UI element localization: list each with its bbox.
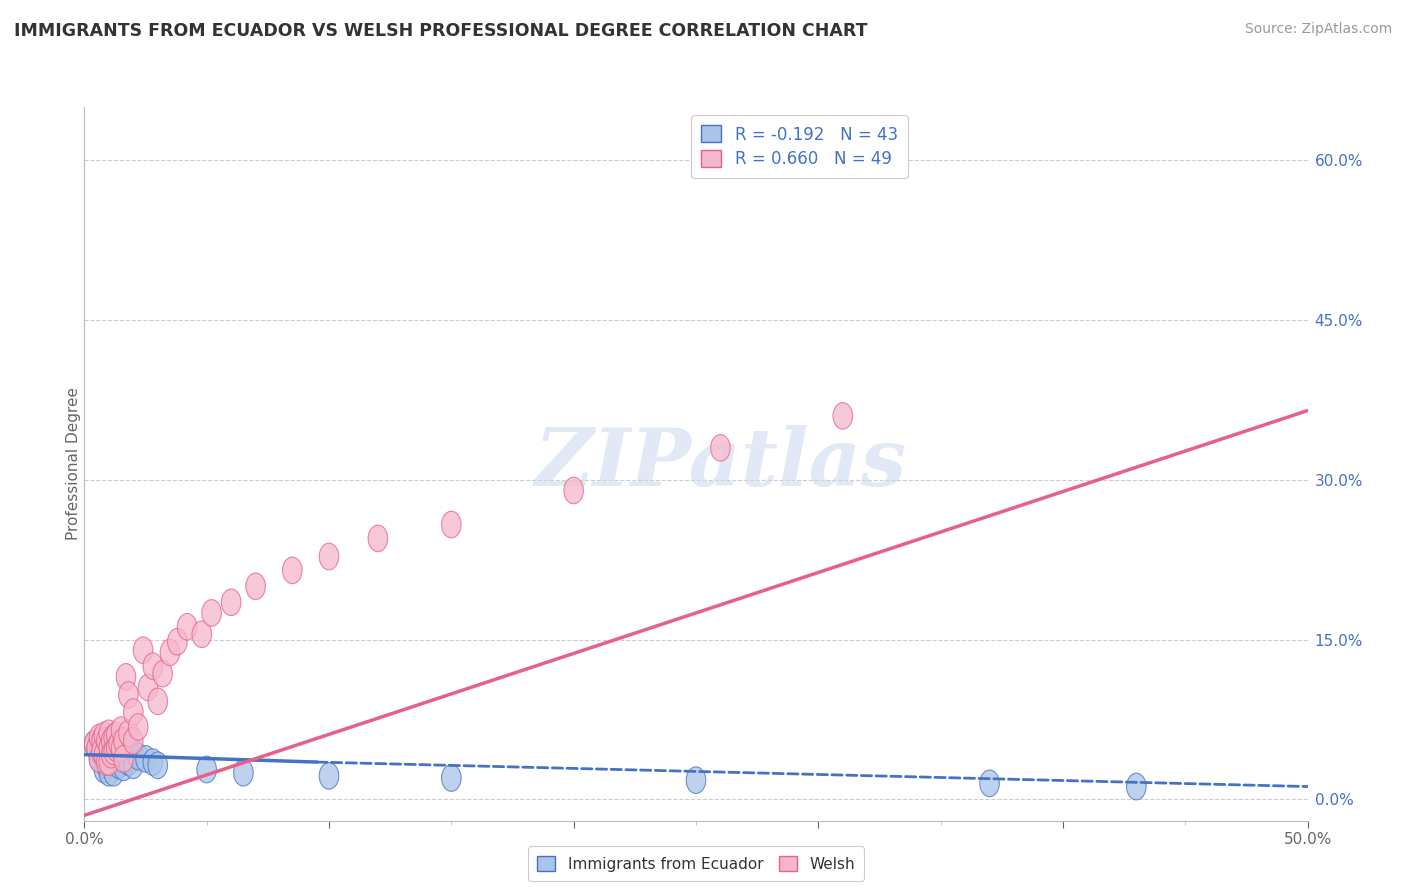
- Ellipse shape: [710, 434, 730, 461]
- Ellipse shape: [108, 731, 128, 757]
- Ellipse shape: [98, 735, 118, 762]
- Ellipse shape: [104, 724, 124, 751]
- Ellipse shape: [118, 720, 138, 747]
- Ellipse shape: [114, 741, 134, 768]
- Ellipse shape: [101, 728, 121, 754]
- Ellipse shape: [128, 743, 148, 770]
- Ellipse shape: [91, 728, 111, 754]
- Ellipse shape: [124, 738, 143, 764]
- Ellipse shape: [97, 748, 117, 775]
- Ellipse shape: [107, 723, 127, 748]
- Ellipse shape: [94, 741, 114, 768]
- Ellipse shape: [153, 660, 173, 687]
- Ellipse shape: [160, 639, 180, 665]
- Y-axis label: Professional Degree: Professional Degree: [66, 387, 80, 541]
- Text: IMMIGRANTS FROM ECUADOR VS WELSH PROFESSIONAL DEGREE CORRELATION CHART: IMMIGRANTS FROM ECUADOR VS WELSH PROFESS…: [14, 22, 868, 40]
- Ellipse shape: [98, 728, 118, 754]
- Ellipse shape: [114, 728, 134, 754]
- Ellipse shape: [87, 735, 107, 762]
- Ellipse shape: [101, 741, 121, 768]
- Ellipse shape: [202, 599, 221, 626]
- Ellipse shape: [143, 653, 163, 680]
- Ellipse shape: [98, 720, 118, 747]
- Ellipse shape: [107, 743, 127, 770]
- Ellipse shape: [108, 752, 128, 779]
- Ellipse shape: [91, 728, 111, 754]
- Ellipse shape: [136, 746, 155, 772]
- Ellipse shape: [104, 738, 124, 764]
- Ellipse shape: [118, 681, 138, 708]
- Ellipse shape: [148, 752, 167, 779]
- Ellipse shape: [193, 621, 211, 648]
- Ellipse shape: [111, 717, 131, 743]
- Ellipse shape: [118, 735, 138, 762]
- Ellipse shape: [177, 614, 197, 640]
- Ellipse shape: [111, 732, 131, 759]
- Ellipse shape: [104, 735, 124, 762]
- Ellipse shape: [107, 735, 127, 762]
- Ellipse shape: [107, 731, 127, 757]
- Ellipse shape: [91, 741, 111, 768]
- Ellipse shape: [167, 628, 187, 655]
- Ellipse shape: [124, 698, 143, 725]
- Ellipse shape: [114, 754, 134, 780]
- Ellipse shape: [143, 748, 163, 775]
- Ellipse shape: [89, 738, 108, 764]
- Ellipse shape: [97, 738, 117, 764]
- Ellipse shape: [87, 735, 107, 762]
- Ellipse shape: [148, 688, 167, 714]
- Ellipse shape: [84, 731, 104, 757]
- Ellipse shape: [97, 728, 117, 754]
- Ellipse shape: [101, 746, 121, 772]
- Ellipse shape: [89, 724, 108, 751]
- Ellipse shape: [94, 735, 114, 762]
- Ellipse shape: [832, 402, 852, 429]
- Ellipse shape: [114, 746, 134, 772]
- Ellipse shape: [94, 756, 114, 783]
- Ellipse shape: [91, 738, 111, 764]
- Ellipse shape: [128, 714, 148, 740]
- Ellipse shape: [221, 589, 240, 615]
- Ellipse shape: [138, 674, 157, 701]
- Ellipse shape: [118, 748, 138, 775]
- Text: ZIPatlas: ZIPatlas: [534, 425, 907, 502]
- Ellipse shape: [84, 731, 104, 757]
- Ellipse shape: [368, 525, 388, 552]
- Ellipse shape: [89, 746, 108, 772]
- Ellipse shape: [117, 664, 136, 690]
- Ellipse shape: [98, 748, 118, 775]
- Ellipse shape: [111, 735, 131, 762]
- Ellipse shape: [233, 759, 253, 786]
- Ellipse shape: [98, 748, 118, 775]
- Ellipse shape: [108, 738, 128, 764]
- Ellipse shape: [94, 746, 114, 772]
- Ellipse shape: [319, 763, 339, 789]
- Ellipse shape: [111, 746, 131, 772]
- Ellipse shape: [101, 732, 121, 759]
- Ellipse shape: [686, 767, 706, 794]
- Ellipse shape: [980, 770, 1000, 797]
- Ellipse shape: [104, 759, 124, 786]
- Ellipse shape: [441, 764, 461, 791]
- Ellipse shape: [124, 752, 143, 779]
- Ellipse shape: [94, 723, 114, 748]
- Ellipse shape: [564, 477, 583, 504]
- Ellipse shape: [134, 637, 153, 664]
- Ellipse shape: [246, 573, 266, 599]
- Ellipse shape: [283, 557, 302, 583]
- Ellipse shape: [104, 748, 124, 775]
- Ellipse shape: [319, 543, 339, 570]
- Legend: Immigrants from Ecuador, Welsh: Immigrants from Ecuador, Welsh: [529, 847, 863, 880]
- Ellipse shape: [89, 746, 108, 772]
- Ellipse shape: [124, 728, 143, 754]
- Ellipse shape: [98, 741, 118, 768]
- Ellipse shape: [197, 756, 217, 783]
- Ellipse shape: [97, 752, 117, 779]
- Ellipse shape: [98, 759, 118, 786]
- Ellipse shape: [1126, 773, 1146, 800]
- Text: Source: ZipAtlas.com: Source: ZipAtlas.com: [1244, 22, 1392, 37]
- Ellipse shape: [441, 511, 461, 538]
